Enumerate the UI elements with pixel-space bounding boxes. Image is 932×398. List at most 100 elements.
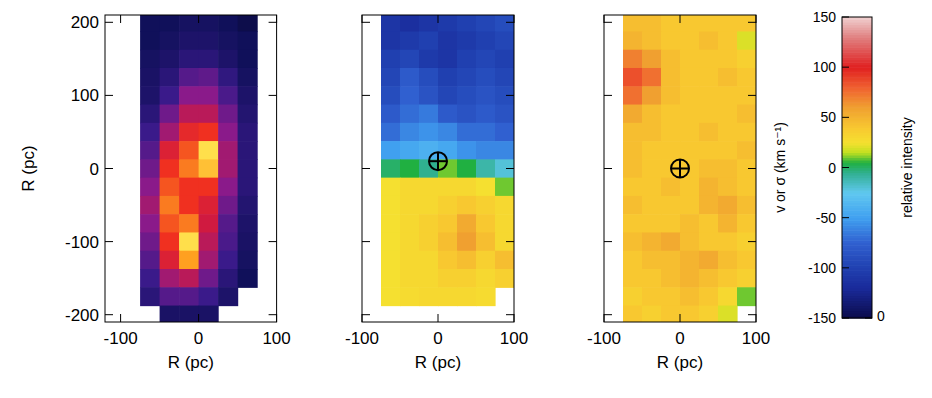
colorbar-tick bbox=[842, 167, 849, 168]
cell bbox=[140, 232, 160, 251]
cell bbox=[642, 31, 662, 50]
cell bbox=[718, 105, 738, 124]
intensity-tick bbox=[865, 318, 872, 319]
cell bbox=[680, 68, 700, 87]
cell bbox=[381, 287, 401, 306]
cell bbox=[737, 214, 756, 233]
cell bbox=[718, 232, 738, 251]
cell bbox=[661, 86, 681, 105]
cell bbox=[661, 269, 681, 288]
cell bbox=[438, 287, 458, 306]
cell bbox=[238, 68, 258, 87]
y-tick bbox=[604, 95, 612, 96]
cell bbox=[476, 287, 496, 306]
cell bbox=[419, 269, 439, 288]
cell bbox=[199, 123, 219, 142]
cell bbox=[199, 141, 219, 160]
y-tick bbox=[748, 241, 756, 242]
y-tick bbox=[269, 22, 277, 23]
cell bbox=[400, 196, 420, 215]
cell bbox=[476, 159, 496, 178]
cell bbox=[438, 105, 458, 124]
frame bbox=[362, 15, 514, 322]
y-tick bbox=[506, 22, 514, 23]
cell bbox=[642, 269, 662, 288]
cell bbox=[718, 123, 738, 142]
cell bbox=[680, 306, 700, 322]
x-tick bbox=[120, 15, 121, 23]
cell bbox=[218, 15, 238, 32]
cell bbox=[140, 105, 160, 124]
colorbar-tick bbox=[842, 217, 849, 218]
cell bbox=[495, 178, 514, 197]
cell bbox=[381, 269, 401, 288]
nucleus-cross bbox=[437, 152, 439, 170]
cell bbox=[680, 31, 700, 50]
cell bbox=[623, 86, 643, 105]
cell bbox=[160, 196, 180, 215]
cell bbox=[218, 269, 238, 288]
cell bbox=[381, 232, 401, 251]
cell bbox=[457, 251, 477, 270]
cell bbox=[238, 196, 258, 215]
cell bbox=[160, 123, 180, 142]
cell bbox=[400, 232, 420, 251]
y-tick bbox=[105, 95, 113, 96]
cell bbox=[179, 15, 199, 32]
cell bbox=[438, 214, 458, 233]
cell bbox=[419, 214, 439, 233]
y-tick bbox=[748, 314, 756, 315]
cell bbox=[218, 50, 238, 69]
cell bbox=[737, 251, 756, 270]
cell bbox=[699, 159, 719, 178]
cell bbox=[718, 31, 738, 50]
x-tick bbox=[680, 15, 681, 23]
cell bbox=[381, 196, 401, 215]
cell bbox=[160, 105, 180, 124]
cell bbox=[661, 178, 681, 197]
cell bbox=[160, 269, 180, 288]
cell bbox=[140, 50, 160, 69]
cell bbox=[381, 214, 401, 233]
cell bbox=[218, 86, 238, 105]
cell bbox=[400, 141, 420, 160]
cell bbox=[238, 31, 258, 50]
cell bbox=[642, 196, 662, 215]
cell bbox=[642, 123, 662, 142]
cell bbox=[680, 214, 700, 233]
cell bbox=[140, 68, 160, 87]
cell bbox=[140, 123, 160, 142]
x-tick bbox=[276, 15, 277, 23]
cell bbox=[642, 141, 662, 160]
panel: -1000100R (pc) bbox=[587, 13, 770, 372]
cell bbox=[218, 251, 238, 270]
cell bbox=[419, 105, 439, 124]
cell bbox=[457, 196, 477, 215]
cell bbox=[495, 159, 514, 178]
cell bbox=[140, 178, 160, 197]
cell bbox=[419, 178, 439, 197]
cell bbox=[199, 269, 219, 288]
cell bbox=[179, 306, 199, 322]
x-tick bbox=[604, 314, 605, 322]
x-tick bbox=[276, 314, 277, 322]
x-axis-title: R (pc) bbox=[168, 353, 214, 372]
cell bbox=[699, 178, 719, 197]
cell bbox=[199, 15, 219, 32]
cell bbox=[381, 50, 401, 69]
cell bbox=[438, 232, 458, 251]
cell bbox=[476, 15, 496, 32]
cell bbox=[199, 178, 219, 197]
cell bbox=[737, 159, 756, 178]
cell bbox=[400, 287, 420, 306]
cell bbox=[680, 15, 700, 32]
cell bbox=[737, 287, 756, 306]
cell bbox=[179, 232, 199, 251]
cell bbox=[699, 306, 719, 322]
cell bbox=[495, 196, 514, 215]
y-tick bbox=[105, 241, 113, 242]
cell bbox=[218, 159, 238, 178]
cell bbox=[495, 86, 514, 105]
cell bbox=[661, 68, 681, 87]
cell bbox=[400, 86, 420, 105]
